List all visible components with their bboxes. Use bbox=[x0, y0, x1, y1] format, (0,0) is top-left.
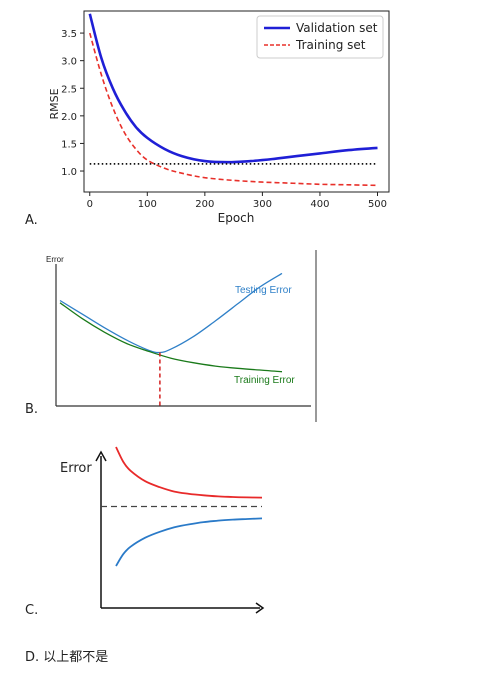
chart-b-series bbox=[59, 272, 283, 373]
chart-c-ylabel: Error bbox=[60, 461, 92, 476]
chart-c-lower-curve bbox=[115, 517, 263, 567]
option-d-text: D. 以上都不是 bbox=[25, 650, 109, 665]
option-a-label: A. bbox=[25, 213, 38, 228]
chart-a-xtick-label: 500 bbox=[368, 199, 387, 210]
chart-b-testing-error-line bbox=[59, 272, 283, 354]
chart-a-legend-label-validation: Validation set bbox=[296, 21, 378, 35]
chart-c-y-axis-arrow bbox=[95, 450, 107, 462]
chart-a-ytick-label: 1.0 bbox=[61, 167, 77, 178]
chart-b-training-error-label: Training Error bbox=[234, 375, 295, 386]
chart-a: 1.0 1.5 2.0 2.5 3.0 3.5 0 100 200 300 400 500 RMSE… bbox=[48, 10, 390, 225]
chart-c-x-axis-arrow bbox=[255, 602, 265, 614]
chart-a-legend-label-training: Training set bbox=[295, 38, 366, 52]
chart-a-ytick-label: 1.5 bbox=[61, 139, 77, 150]
chart-a-xtick-label: 300 bbox=[253, 199, 272, 210]
chart-b: Error Testing Error Training Error bbox=[40, 250, 317, 422]
chart-a-validation-line bbox=[88, 13, 378, 164]
option-b-label: B. bbox=[25, 402, 39, 417]
chart-b-ylabel: Error bbox=[46, 255, 64, 264]
chart-a-ytick-label: 3.5 bbox=[61, 29, 77, 40]
chart-a-xtick-label: 100 bbox=[138, 199, 157, 210]
chart-a-ytick-label: 2.0 bbox=[61, 112, 77, 123]
chart-c-upper-curve bbox=[115, 446, 263, 499]
chart-a-legend: Validation set Training set bbox=[256, 15, 384, 59]
chart-a-xtick-label: 0 bbox=[87, 199, 93, 210]
option-c-label: C. bbox=[25, 603, 39, 618]
chart-a-y-ticks: 1.0 1.5 2.0 2.5 3.0 3.5 bbox=[61, 29, 84, 178]
chart-a-ytick-label: 2.5 bbox=[61, 84, 77, 95]
chart-c: Error bbox=[60, 446, 265, 614]
chart-b-training-error-line bbox=[59, 302, 283, 373]
chart-b-testing-error-label: Testing Error bbox=[235, 285, 292, 296]
chart-a-ytick-label: 3.0 bbox=[61, 57, 77, 68]
chart-a-xtick-label: 400 bbox=[310, 199, 329, 210]
chart-c-series bbox=[101, 446, 263, 567]
chart-a-training-line bbox=[89, 32, 378, 187]
chart-a-legend-box bbox=[256, 15, 384, 59]
chart-a-ylabel: RMSE bbox=[48, 88, 61, 119]
chart-a-plot-frame bbox=[83, 10, 390, 193]
chart-a-x-ticks: 0 100 200 300 400 500 bbox=[87, 192, 387, 210]
chart-a-xtick-label: 200 bbox=[195, 199, 214, 210]
chart-a-xlabel: Epoch bbox=[218, 211, 255, 225]
chart-a-series bbox=[88, 13, 378, 187]
